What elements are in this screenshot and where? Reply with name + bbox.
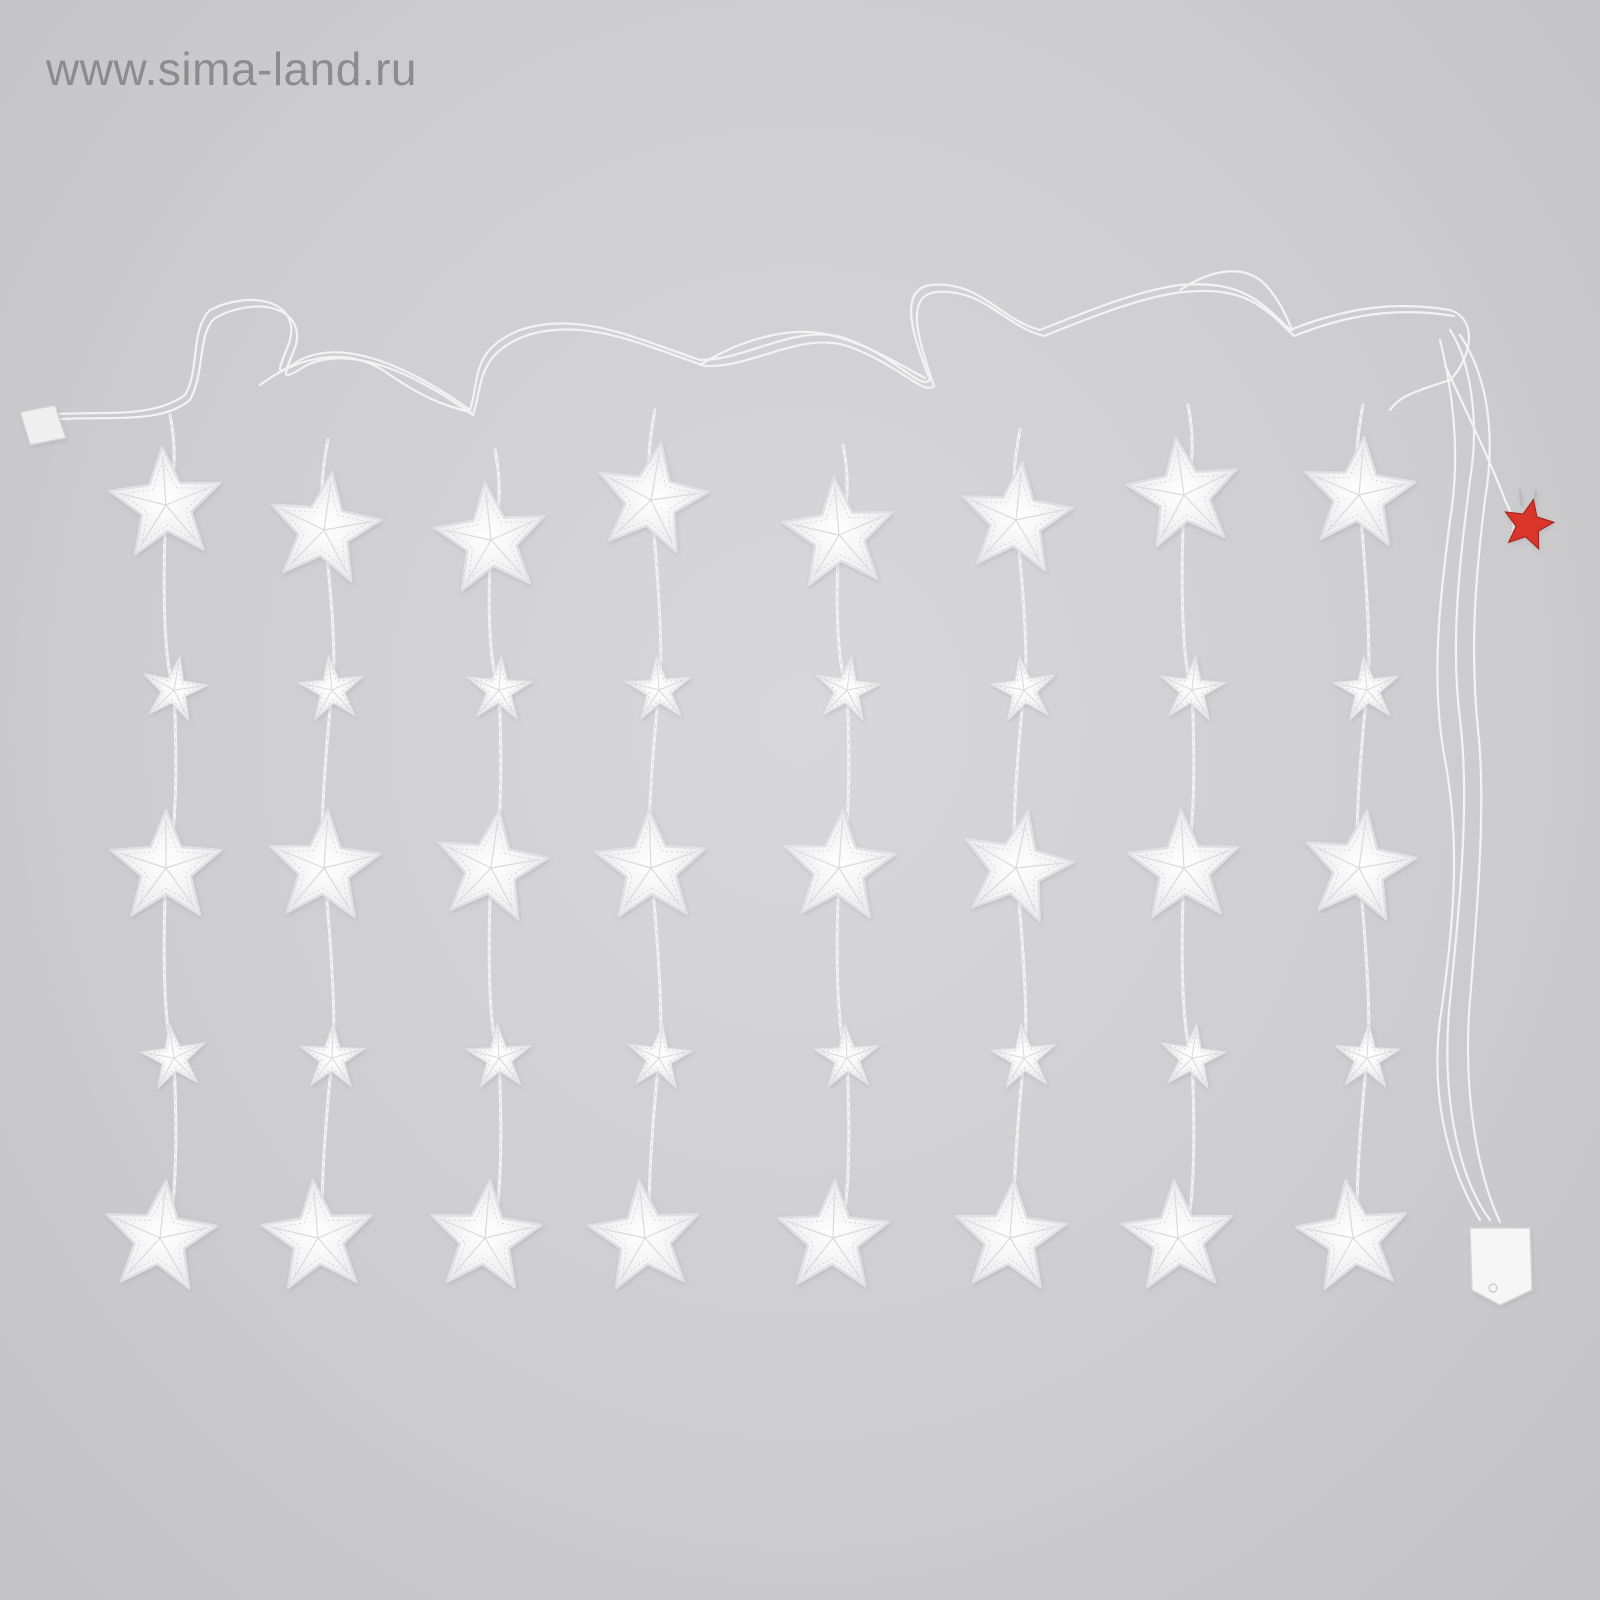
small-star-light [299, 1023, 366, 1087]
large-star-light [1126, 808, 1240, 918]
strand-6 [954, 428, 1075, 1289]
small-star-light [297, 655, 364, 721]
small-star-light [1160, 1023, 1227, 1089]
strand-8 [1294, 403, 1418, 1290]
strand-5 [777, 443, 897, 1288]
large-star-light [964, 810, 1075, 923]
large-star-light [430, 1178, 543, 1289]
power-plug [1504, 489, 1556, 551]
controller-box [1469, 1227, 1533, 1306]
small-star-light [627, 1023, 694, 1089]
large-star-light [1125, 436, 1238, 548]
large-star-light [260, 1178, 373, 1289]
strand-7 [1120, 403, 1240, 1289]
small-star-light [466, 655, 533, 720]
large-star-light [1120, 1178, 1234, 1289]
large-star-light [1305, 809, 1418, 921]
small-star-light [990, 1023, 1057, 1088]
large-star-light [437, 809, 550, 921]
small-star-light [1334, 1023, 1401, 1088]
large-star-light [109, 808, 223, 917]
small-star-light [1160, 655, 1227, 721]
end-clip [19, 404, 67, 446]
large-star-light [593, 808, 707, 918]
large-star-light [105, 1179, 218, 1290]
large-star-light [1304, 435, 1417, 546]
small-star-light [143, 655, 209, 722]
strand-2 [260, 438, 383, 1289]
large-star-light [954, 1178, 1068, 1289]
small-star-light [465, 1023, 532, 1088]
small-star-light [139, 1023, 206, 1089]
large-star-light [783, 808, 897, 919]
large-star-light [268, 808, 382, 919]
large-star-light [598, 441, 710, 554]
small-star-light [625, 655, 692, 720]
small-star-light [813, 1023, 880, 1088]
strand-4 [587, 408, 710, 1290]
strand-1 [105, 413, 223, 1290]
watermark: www.sima-land.ru [46, 43, 417, 95]
large-star-light [270, 471, 383, 583]
large-star-light [777, 1178, 891, 1288]
large-star-light [781, 475, 894, 586]
strand-3 [430, 448, 550, 1289]
small-star-light [815, 655, 882, 721]
small-star-light [1332, 655, 1399, 721]
small-star-light [989, 655, 1056, 721]
large-star-light [108, 445, 222, 556]
large-star-light [433, 481, 546, 592]
large-star-light [1294, 1179, 1407, 1290]
large-star-light [587, 1179, 700, 1290]
large-star-light [961, 461, 1074, 572]
top-wire [38, 270, 1515, 1224]
strands [105, 403, 1418, 1290]
